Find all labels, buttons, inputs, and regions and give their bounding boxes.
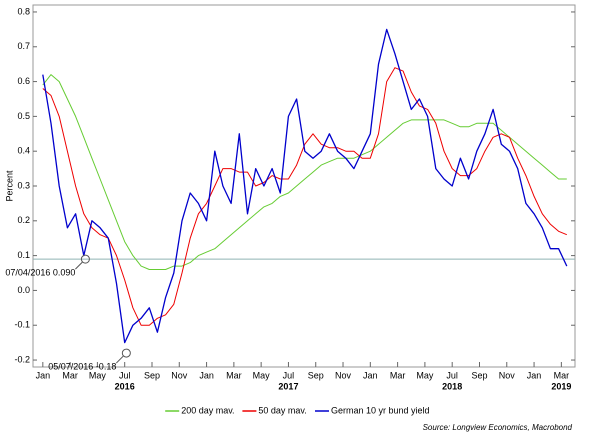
y-tick-label: 0.3 [17,180,30,190]
x-tick-label: Jul [119,370,131,380]
y-tick-label: 0.6 [17,76,30,86]
x-tick-label: Jan [527,370,542,380]
year-label: 2016 [115,381,135,391]
x-tick-label: Mar [390,370,406,380]
x-tick-label: Mar [226,370,242,380]
plot-frame [32,4,576,368]
x-tick-label: May [253,370,271,380]
y-tick-label: -0.1 [14,320,30,330]
x-tick-label: Nov [499,370,516,380]
x-tick-label: May [89,370,107,380]
y-axis-label: Percent [4,170,14,202]
series-line [42,28,568,344]
x-tick-label: Jan [199,370,214,380]
x-tick-label: Sep [144,370,160,380]
x-tick-label: Sep [471,370,487,380]
legend-label: German 10 yr bund yield [331,405,430,415]
year-label: 2019 [551,381,571,391]
y-tick-label: 0.1 [17,250,30,260]
annotation-marker [80,254,90,264]
year-label: 2017 [278,381,298,391]
y-tick-label: 0.5 [17,111,30,121]
annotation-leader [115,355,124,364]
source-note: Source: Longview Economics, Macrobond [423,423,573,432]
series-line [42,67,567,326]
y-tick-label: 0.8 [17,6,30,16]
y-tick-label: 0.4 [17,146,30,156]
series-line [42,74,567,270]
year-label: 2018 [442,381,462,391]
legend-label: 50 day mav. [258,405,306,415]
x-tick-label: May [416,370,434,380]
x-tick-label: Jan [363,370,378,380]
x-tick-label: Mar [62,370,78,380]
y-tick-label: 0.0 [17,285,30,295]
legend-label: 200 day mav. [181,405,234,415]
x-tick-label: Jul [283,370,295,380]
annotation-text: 05/07/2016 -0.18 [48,361,116,371]
x-tick-label: Nov [171,370,188,380]
y-tick-label: -0.2 [14,354,30,364]
y-tick-label: 0.7 [17,41,30,51]
x-tick-label: Jul [446,370,458,380]
annotation-text: 07/04/2016 0.090 [5,267,75,277]
x-tick-label: Sep [308,370,324,380]
x-tick-label: Jan [36,370,51,380]
annotation-leader [75,261,83,270]
x-tick-label: Mar [554,370,570,380]
annotation-marker [121,348,131,358]
y-tick-label: 0.2 [17,215,30,225]
x-tick-label: Nov [335,370,352,380]
